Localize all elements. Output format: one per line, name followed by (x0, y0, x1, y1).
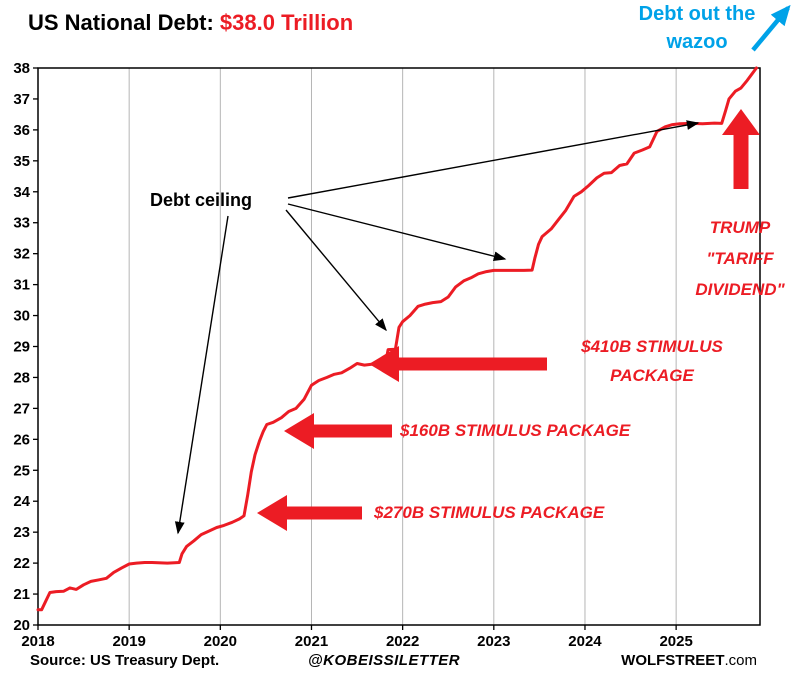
stimulus-270-arrow (257, 495, 362, 531)
trump-annotation: TRUMP "TARIFF DIVIDEND" (670, 212, 800, 305)
svg-text:27: 27 (13, 400, 30, 417)
stimulus-160-arrow (284, 413, 392, 449)
stimulus-arrows (257, 346, 547, 531)
svg-text:36: 36 (13, 122, 30, 139)
page-title: US National Debt: $38.0 Trillion (28, 10, 353, 36)
source-credit: Source: US Treasury Dept. (30, 652, 220, 669)
debt-ceiling-annotation: Debt ceiling (150, 190, 253, 210)
wazoo-arrow (751, 4, 791, 52)
stimulus-410-annotation-line2: PACKAGE (610, 366, 694, 385)
svg-text:25: 25 (13, 462, 30, 479)
wazoo-annotation-line2: wazoo (666, 31, 728, 53)
svg-text:2025: 2025 (659, 633, 692, 650)
debt-ceiling-arrow-2025 (287, 120, 700, 199)
wazoo-annotation: Debt out the wazoo (612, 0, 782, 56)
svg-text:2019: 2019 (112, 633, 145, 650)
page-title-value: $38.0 Trillion (219, 10, 354, 35)
svg-text:32: 32 (13, 246, 30, 263)
svg-text:29: 29 (13, 339, 30, 356)
axes: 2018 2019 2020 2021 2022 2023 2024 202520212223… (13, 60, 761, 650)
debt-ceiling-arrows (174, 120, 700, 535)
svg-text:23: 23 (13, 524, 30, 541)
svg-text:28: 28 (13, 369, 30, 386)
trump-annotation-line2: "TARIFF (706, 249, 774, 268)
wazoo-annotation-line1: Debt out the (638, 3, 756, 25)
svg-text:34: 34 (13, 184, 30, 201)
stimulus-410-annotation: $410B STIMULUS PACKAGE (557, 332, 747, 390)
page-title-text: US National Debt: (28, 10, 220, 35)
svg-text:22: 22 (13, 555, 30, 572)
svg-text:33: 33 (13, 215, 30, 232)
debt-ceiling-arrow-2021 (285, 209, 387, 332)
debt-ceiling-arrow-2019 (174, 215, 229, 535)
svg-text:2022: 2022 (386, 633, 419, 650)
svg-text:2020: 2020 (204, 633, 237, 650)
svg-text:37: 37 (13, 91, 30, 108)
svg-text:2024: 2024 (568, 633, 602, 650)
svg-text:20: 20 (13, 617, 30, 634)
trump-annotation-line3: DIVIDEND" (695, 280, 785, 299)
svg-text:2018: 2018 (21, 633, 54, 650)
svg-text:24: 24 (13, 493, 30, 510)
debt-ceiling-arrow-2023 (287, 203, 507, 261)
stimulus-270-annotation: $270B STIMULUS PACKAGE (374, 503, 605, 522)
stimulus-410-annotation-line1: $410B STIMULUS (581, 337, 723, 356)
twitter-handle: @KOBEISSILETTER (308, 652, 461, 669)
svg-text:26: 26 (13, 431, 30, 448)
site-credit-name: WOLFSTREET (621, 652, 725, 669)
trump-annotation-line1: TRUMP (709, 218, 771, 237)
svg-text:38: 38 (13, 60, 30, 77)
svg-text:2023: 2023 (477, 633, 510, 650)
svg-text:30: 30 (13, 308, 30, 325)
stimulus-410-arrow (369, 346, 547, 382)
site-credit-suffix: .com (724, 652, 757, 669)
svg-text:2021: 2021 (295, 633, 328, 650)
site-credit: WOLFSTREET.com (621, 652, 757, 669)
svg-text:35: 35 (13, 153, 30, 170)
svg-text:21: 21 (13, 586, 30, 603)
stimulus-160-annotation: $160B STIMULUS PACKAGE (400, 421, 631, 440)
trump-arrow (722, 109, 760, 189)
svg-text:31: 31 (13, 277, 30, 294)
